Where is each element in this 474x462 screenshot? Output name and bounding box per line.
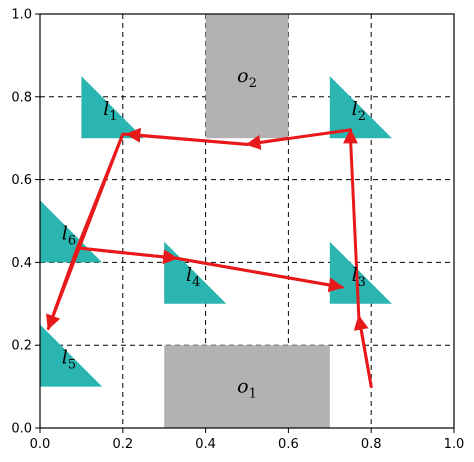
obstacle-label-1: o1: [237, 376, 257, 402]
path-arrow-1: [353, 314, 373, 387]
obstacle-1: [164, 345, 330, 428]
robot-path: [46, 127, 373, 389]
obstacle-2: [205, 14, 289, 139]
x-tick-label: 1.0: [444, 437, 465, 452]
path-arrow-6: [77, 246, 179, 265]
obstacle-label-2: o2: [237, 65, 257, 91]
landmark-label-4: l4: [186, 264, 200, 290]
y-tick-label: 0.2: [11, 339, 32, 354]
y-tick-label: 0.8: [11, 90, 32, 105]
path-arrow-3: [245, 134, 289, 150]
x-tick-label: 0.8: [361, 437, 382, 452]
path-arrow-5: [46, 133, 125, 331]
axes: 0.0 0.2 0.4 0.6 0.8 1.0 0.0 0.2 0.4 0.6 0.8 1.0: [11, 8, 464, 453]
landmark-label-3: l3: [352, 264, 366, 290]
y-tick-label: 0.0: [11, 422, 32, 437]
landmark-label-2: l2: [352, 98, 366, 124]
x-tick-label: 0.4: [195, 437, 216, 452]
x-tick-label: 0.2: [112, 437, 133, 452]
landmark-triangle-4: [164, 241, 227, 304]
landmark-triangle-3: [329, 241, 392, 304]
x-tick-label: 0.0: [30, 437, 51, 452]
path-arrow-4: [125, 127, 248, 146]
landmarks: [40, 76, 392, 387]
y-tick-label: 0.6: [11, 173, 32, 188]
obstacles: [164, 14, 330, 428]
landmark-triangle-5: [40, 324, 103, 387]
path-arrow-7: [176, 256, 344, 293]
landmark-label-6: l6: [62, 222, 76, 248]
y-tick-label: 0.4: [11, 256, 32, 271]
landmark-triangle-2: [329, 76, 392, 139]
landmark-label-5: l5: [62, 347, 76, 373]
y-tick-label: 1.0: [11, 8, 32, 23]
x-tick-label: 0.6: [278, 437, 299, 452]
landmark-triangle-6: [40, 200, 103, 263]
landmark-label-1: l1: [103, 98, 117, 124]
shape-labels: l1 l2 l3 l4 l5 l6 o1 o2: [62, 65, 366, 402]
axes-frame: [39, 13, 455, 429]
landmark-triangle-1: [81, 76, 144, 139]
